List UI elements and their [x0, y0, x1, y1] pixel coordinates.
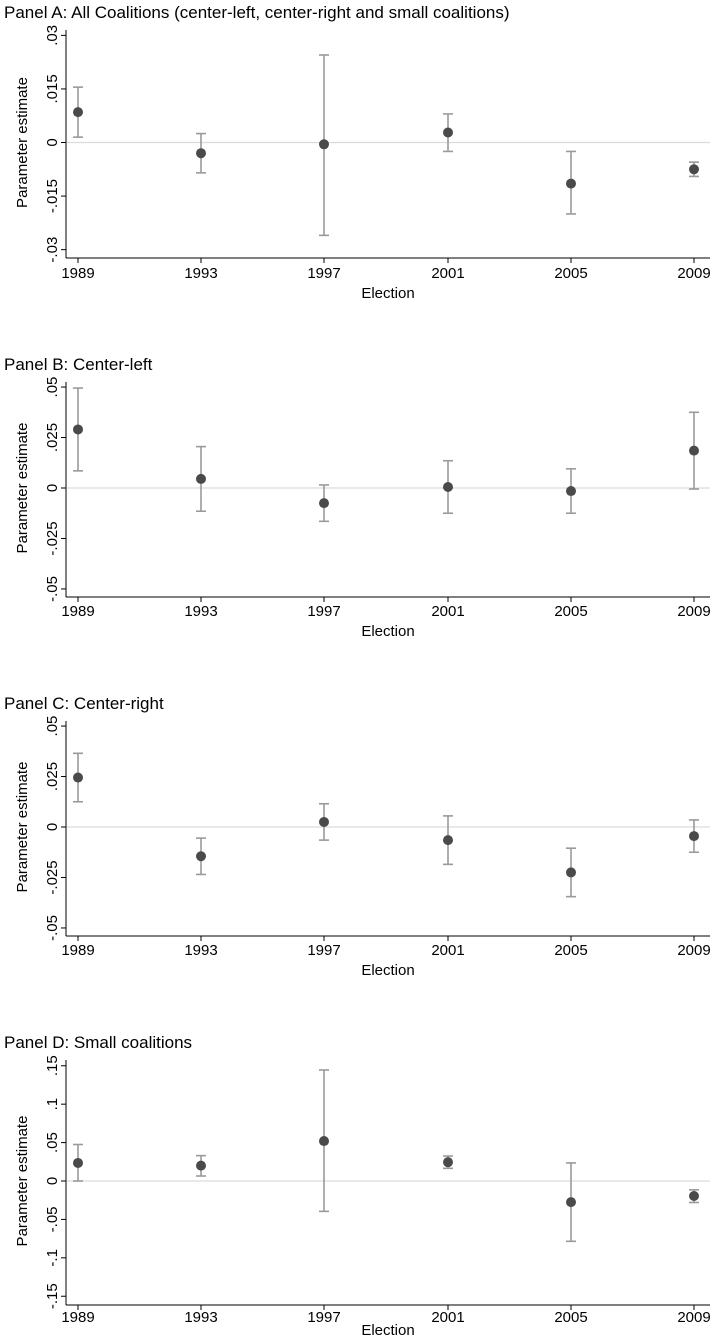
panel-a: Panel A: All Coalitions (center-left, ce… [4, 3, 711, 302]
x-tick-label: 2009 [677, 942, 710, 959]
y-tick-label: .1 [44, 1098, 61, 1111]
y-tick-label: .05 [44, 377, 61, 398]
y-tick-label: .025 [44, 423, 61, 452]
y-tick-label: -.05 [44, 576, 61, 602]
estimate-point [566, 486, 576, 497]
x-tick-label: 2001 [431, 942, 464, 959]
y-axis-title: Parameter estimate [14, 423, 31, 554]
x-axis-title: Election [361, 623, 414, 640]
y-tick-label: .03 [44, 25, 61, 46]
estimate-point [73, 772, 83, 783]
x-tick-label: 1997 [307, 1309, 340, 1326]
estimate-point [566, 867, 576, 878]
panel-b: Panel B: Center-left -.05 -.025 0 .025 .05 Par… [4, 355, 711, 640]
estimate-point [689, 445, 699, 456]
y-axis-title: Parameter estimate [14, 77, 31, 208]
estimate-point [443, 481, 453, 492]
panel-title: Panel D: Small coalitions [4, 1033, 192, 1052]
estimate-point [73, 107, 83, 118]
x-tick-label: 1997 [307, 603, 340, 620]
estimate-point [689, 831, 699, 842]
x-tick-label: 2009 [677, 265, 710, 282]
y-tick-label: -.025 [44, 521, 61, 555]
x-tick-label: 1989 [61, 265, 94, 282]
x-tick-label: 2001 [431, 1309, 464, 1326]
x-tick-label: 1997 [307, 265, 340, 282]
estimate-point [689, 1190, 699, 1201]
x-axis-title: Election [361, 285, 414, 302]
estimate-point [196, 1160, 206, 1171]
x-tick-label: 1993 [184, 942, 217, 959]
estimate-point [319, 139, 329, 150]
y-tick-label: -.05 [44, 915, 61, 941]
estimate-point [73, 424, 83, 435]
panel-title: Panel C: Center-right [4, 694, 164, 713]
estimate-point [689, 164, 699, 175]
estimate-point [443, 835, 453, 846]
estimate-point [566, 1197, 576, 1208]
y-tick-label: -.15 [44, 1283, 61, 1309]
x-tick-label: 1993 [184, 603, 217, 620]
estimate-point [73, 1157, 83, 1168]
x-tick-label: 2001 [431, 603, 464, 620]
x-tick-label: 2009 [677, 1309, 710, 1326]
estimate-point [196, 473, 206, 484]
y-tick-label: .15 [44, 1055, 61, 1076]
y-tick-label: .015 [44, 74, 61, 103]
panels: Panel A: All Coalitions (center-left, ce… [4, 3, 711, 1335]
x-tick-label: 2009 [677, 603, 710, 620]
estimate-point [443, 127, 453, 138]
y-tick-label: -.03 [44, 237, 61, 263]
y-tick-label: .025 [44, 762, 61, 791]
y-tick-label: 0 [44, 484, 61, 492]
y-tick-label: -.015 [44, 179, 61, 213]
y-axis-title: Parameter estimate [14, 1116, 31, 1247]
x-tick-label: 1997 [307, 942, 340, 959]
estimate-point [319, 498, 329, 509]
panel-title: Panel A: All Coalitions (center-left, ce… [4, 3, 510, 22]
y-tick-label: -.1 [44, 1249, 61, 1267]
x-tick-label: 2005 [554, 942, 587, 959]
y-tick-label: -.05 [44, 1206, 61, 1232]
x-tick-label: 1989 [61, 1309, 94, 1326]
y-tick-label: 0 [44, 823, 61, 831]
x-tick-label: 2001 [431, 265, 464, 282]
y-tick-label: .05 [44, 716, 61, 737]
x-tick-label: 1993 [184, 1309, 217, 1326]
x-tick-label: 2005 [554, 603, 587, 620]
x-axis-title: Election [361, 1322, 414, 1335]
y-tick-label: -.025 [44, 860, 61, 894]
estimate-point [319, 1136, 329, 1147]
estimate-point [196, 148, 206, 159]
y-axis-title: Parameter estimate [14, 762, 31, 893]
x-tick-label: 2005 [554, 265, 587, 282]
estimate-point [319, 816, 329, 827]
estimate-point [443, 1157, 453, 1168]
panel-c: Panel C: Center-right -.05 -.025 0 .025 .05 Pa… [4, 694, 711, 979]
x-axis-title: Election [361, 962, 414, 979]
y-tick-label: 0 [44, 1177, 61, 1185]
panel-d: Panel D: Small coalitions -.15 -.1 -.05 0 .05… [4, 1033, 711, 1335]
y-tick-label: .05 [44, 1132, 61, 1153]
estimate-point [566, 178, 576, 189]
y-tick-label: 0 [44, 138, 61, 146]
estimate-point [196, 851, 206, 862]
x-tick-label: 1989 [61, 942, 94, 959]
panel-title: Panel B: Center-left [4, 355, 153, 374]
x-tick-label: 1989 [61, 603, 94, 620]
x-tick-label: 1993 [184, 265, 217, 282]
x-tick-label: 2005 [554, 1309, 587, 1326]
